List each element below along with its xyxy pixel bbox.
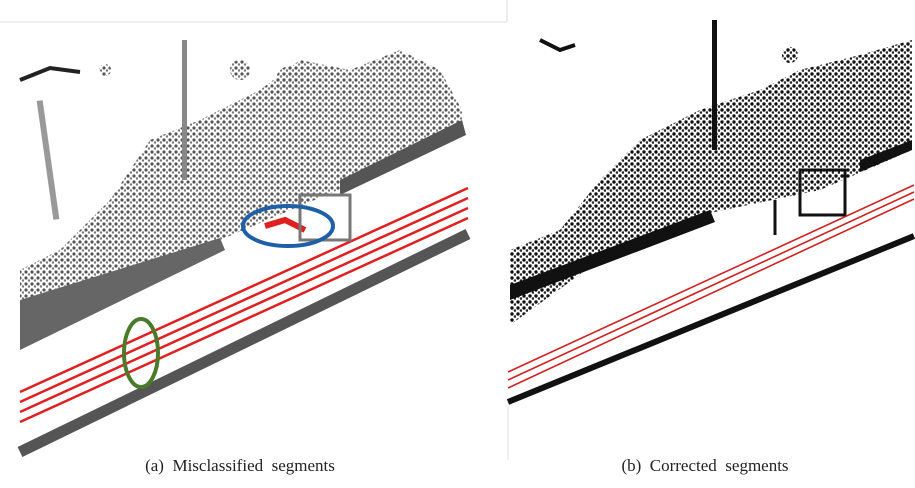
caption: (a) Misclassified segments: [30, 456, 450, 476]
figure-images: [0, 0, 915, 488]
caption: (b) Corrected segments: [495, 456, 915, 476]
figure: (a) Misclassified segments (b) Corrected…: [0, 0, 915, 488]
point-cloud-left: [20, 40, 468, 452]
point-cloud-right: [508, 20, 914, 402]
